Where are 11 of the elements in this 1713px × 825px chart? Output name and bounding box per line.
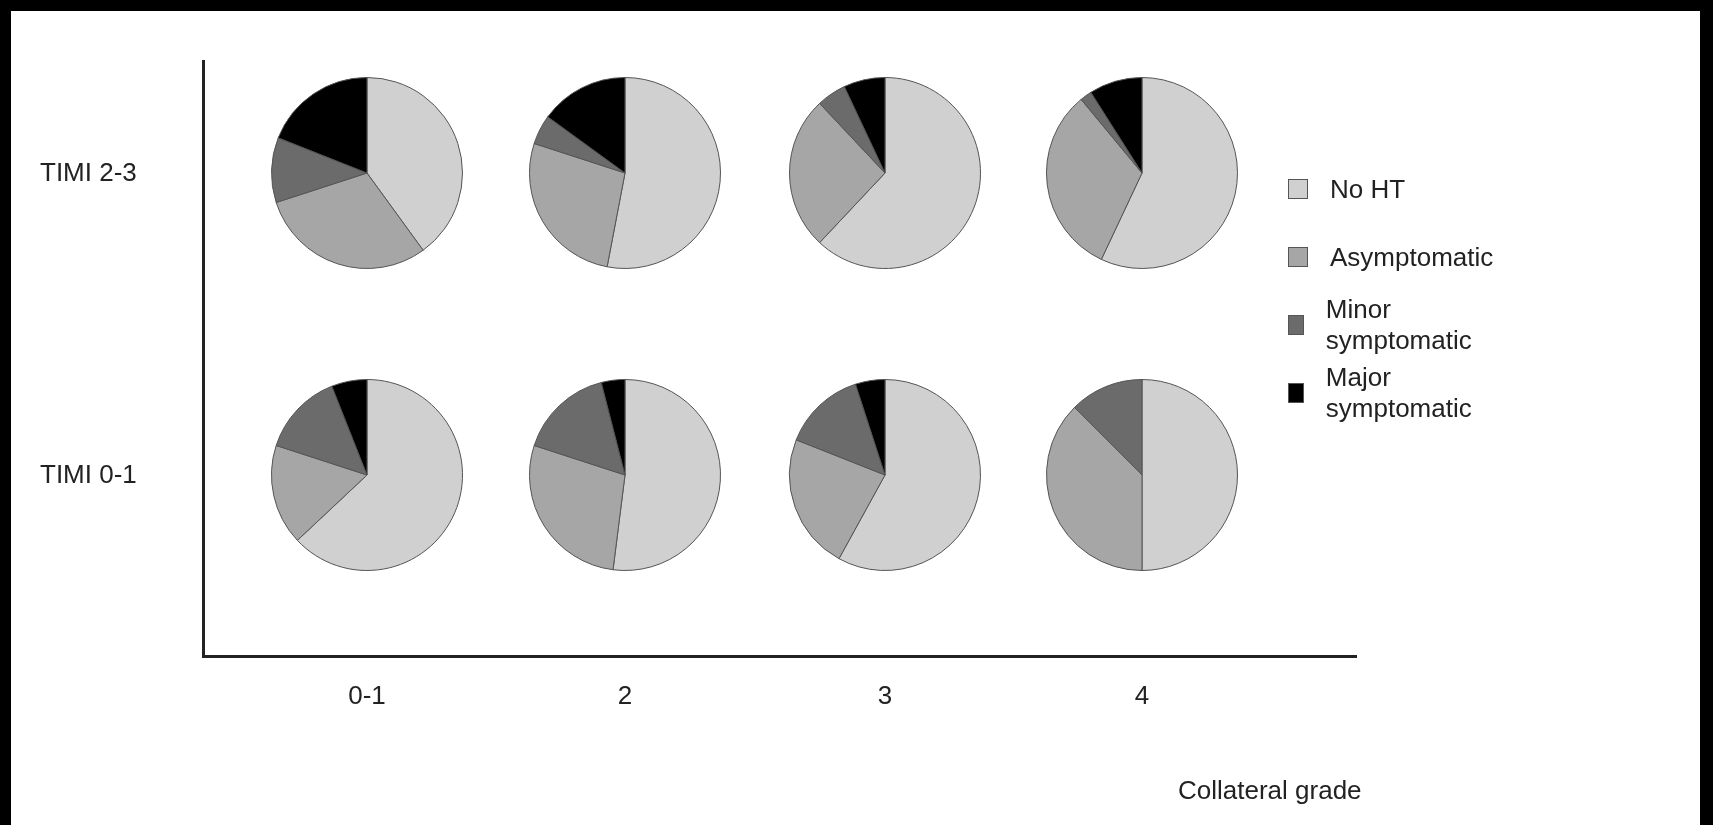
text: 3	[877, 680, 893, 711]
text: TIMI 0-1	[40, 459, 137, 490]
legend-label: No HT	[1330, 173, 1406, 205]
text: TIMI 2-3	[40, 157, 137, 188]
legend-label: Minor symptomatic	[1325, 294, 1473, 356]
text: Collateral grade	[1178, 775, 1362, 806]
text: 2	[617, 680, 633, 711]
text: 4	[1134, 680, 1150, 711]
legend-label: Major symptomatic	[1325, 362, 1473, 424]
legend-label: Asymptomatic	[1330, 241, 1494, 273]
text: 0-1	[348, 680, 386, 711]
